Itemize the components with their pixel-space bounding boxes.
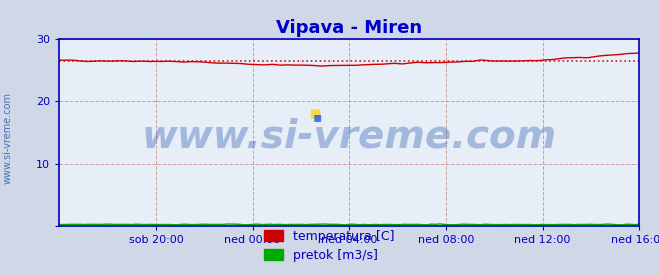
Title: Vipava - Miren: Vipava - Miren <box>276 19 422 37</box>
Text: www.si-vreme.com: www.si-vreme.com <box>3 92 13 184</box>
Text: ▪: ▪ <box>308 104 321 123</box>
Legend: temperatura [C], pretok [m3/s]: temperatura [C], pretok [m3/s] <box>260 225 399 267</box>
Text: www.si-vreme.com: www.si-vreme.com <box>142 117 557 155</box>
Text: ▪: ▪ <box>312 110 322 124</box>
